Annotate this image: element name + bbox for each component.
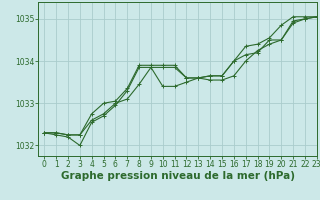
X-axis label: Graphe pression niveau de la mer (hPa): Graphe pression niveau de la mer (hPa): [60, 171, 295, 181]
